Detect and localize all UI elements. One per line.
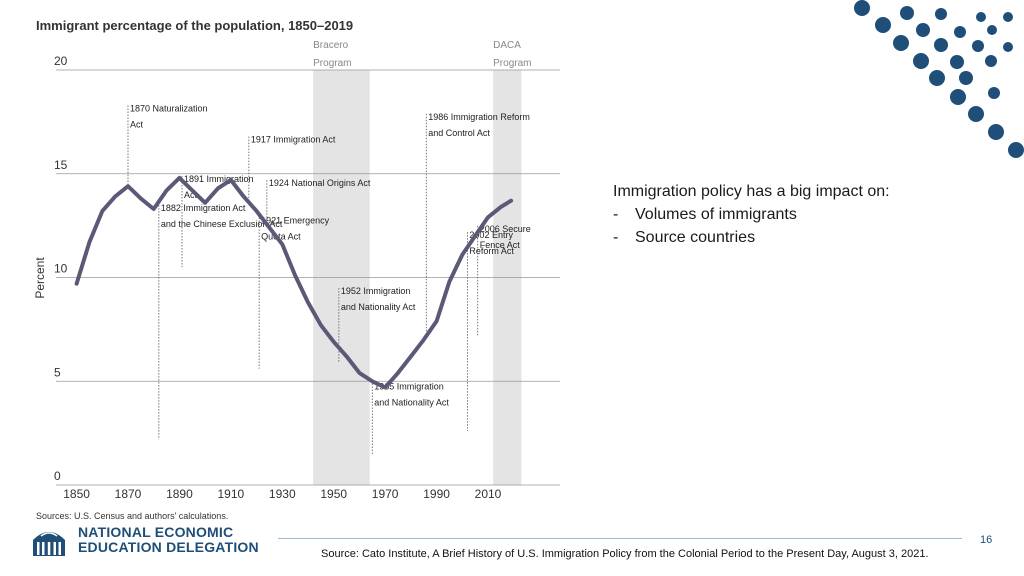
band-label-1-line1: DACA — [493, 40, 521, 51]
decorative-dot-4 — [1003, 12, 1013, 22]
chart-title: Immigrant percentage of the population, … — [36, 18, 353, 33]
y-tick-label-20: 20 — [54, 54, 68, 68]
bullet-dash: - — [613, 229, 619, 246]
y-tick-label-0: 0 — [54, 469, 61, 483]
decorative-dot-8 — [987, 25, 997, 35]
annotation-label-1986-1: and Control Act — [428, 128, 490, 138]
annotation-label-1870-0: 1870 Naturalization — [130, 104, 208, 114]
x-tick-label-1990: 1990 — [423, 487, 450, 501]
annotation-label-1870-1: Act — [130, 120, 144, 130]
y-axis-label: Percent — [33, 257, 47, 299]
decorative-dot-22 — [1008, 142, 1024, 158]
logo-line-2: EDUCATION DELEGATION — [78, 539, 259, 555]
x-tick-label-1950: 1950 — [320, 487, 347, 501]
annotation-label-1891-0: 1891 Immigration — [184, 174, 254, 184]
bullet-item-volumes: - Volumes of immigrants — [613, 203, 953, 226]
y-tick-label-10: 10 — [54, 262, 68, 276]
immigrant-percentage-chart: Immigrant percentage of the population, … — [33, 18, 560, 501]
slide-text-block: Immigration policy has a big impact on: … — [613, 180, 953, 249]
annotation-label-1891-1: Act — [184, 190, 198, 200]
page-number: 16 — [980, 534, 993, 546]
annotation-label-1924-0: 1924 National Origins Act — [269, 178, 371, 188]
decorative-dot-5 — [875, 17, 891, 33]
footer-divider — [278, 538, 962, 539]
x-tick-label-2010: 2010 — [475, 487, 502, 501]
annotation-label-1882-0: 1882 Immigration Act — [161, 203, 246, 213]
nedd-logo: NATIONAL ECONOMIC EDUCATION DELEGATION — [31, 522, 271, 560]
annotation-label-2006-1: Fence Act — [480, 240, 521, 250]
series-line-immigrant-percentage — [74, 175, 514, 390]
decorative-dot-2 — [935, 8, 947, 20]
logo-line-1: NATIONAL ECONOMIC — [78, 524, 234, 540]
annotation-label-2002-0: 2002 Entry — [469, 230, 513, 240]
band-label-0-line2: Program — [313, 58, 351, 69]
decorative-dot-16 — [929, 70, 945, 86]
annotation-label-1986-0: 1986 Immigration Reform — [428, 112, 530, 122]
annotation-label-2006-0: 2006 Secure — [480, 224, 531, 234]
decorative-dot-12 — [1003, 42, 1013, 52]
bullet-dash: - — [613, 206, 619, 223]
decorative-dot-19 — [950, 89, 966, 105]
bullet-text: Volumes of immigrants — [635, 206, 797, 223]
decorative-dot-10 — [934, 38, 948, 52]
band-label-0-line1: Bracero — [313, 40, 348, 51]
decorative-dot-17 — [959, 71, 973, 85]
annotation-label-1917-0: 1917 Immigration Act — [251, 135, 336, 145]
y-tick-label-5: 5 — [54, 365, 61, 379]
decorative-dot-21 — [988, 124, 1004, 140]
bullet-item-countries: - Source countries — [613, 226, 953, 249]
bullet-text: Source countries — [635, 229, 756, 246]
annotation-label-1921-1: Quota Act — [261, 232, 301, 242]
decorative-dot-11 — [972, 40, 984, 52]
x-tick-label-1970: 1970 — [372, 487, 399, 501]
annotation-label-1965-1: and Nationality Act — [374, 398, 449, 408]
decorative-dot-9 — [893, 35, 909, 51]
annotation-label-1952-1: and Nationality Act — [341, 302, 416, 312]
decorative-dot-6 — [916, 23, 930, 37]
decorative-dot-0 — [854, 0, 870, 16]
decorative-dot-18 — [988, 87, 1000, 99]
decorative-dot-15 — [985, 55, 997, 67]
annotation-label-2002-1: Reform Act — [469, 246, 514, 256]
decorative-dot-1 — [900, 6, 914, 20]
capitol-dome-icon — [33, 532, 65, 556]
source-note: Source: Cato Institute, A Brief History … — [321, 548, 929, 560]
annotation-label-1882-1: and the Chinese Exclusion Act — [161, 219, 283, 229]
decorative-dot-13 — [913, 53, 929, 69]
decorative-dot-7 — [954, 26, 966, 38]
bullet-heading: Immigration policy has a big impact on: — [613, 183, 890, 200]
decorative-dot-20 — [968, 106, 984, 122]
annotation-label-1952-0: 1952 Immigration — [341, 286, 411, 296]
annotation-label-1965-0: 1965 Immigration — [374, 382, 444, 392]
x-tick-label-1890: 1890 — [166, 487, 193, 501]
y-tick-label-15: 15 — [54, 158, 68, 172]
chart-sources: Sources: U.S. Census and authors' calcul… — [36, 511, 229, 521]
logo-wordmark: NATIONAL ECONOMIC EDUCATION DELEGATION — [78, 525, 259, 555]
x-tick-label-1930: 1930 — [269, 487, 296, 501]
band-label-1-line2: Program — [493, 58, 531, 69]
x-tick-label-1870: 1870 — [115, 487, 142, 501]
decorative-dot-3 — [976, 12, 986, 22]
annotation-label-1921-0: 1921 Emergency — [261, 216, 330, 226]
x-tick-label-1910: 1910 — [218, 487, 245, 501]
decorative-dot-pattern — [854, 0, 1024, 158]
x-tick-label-1850: 1850 — [63, 487, 90, 501]
decorative-dot-14 — [950, 55, 964, 69]
